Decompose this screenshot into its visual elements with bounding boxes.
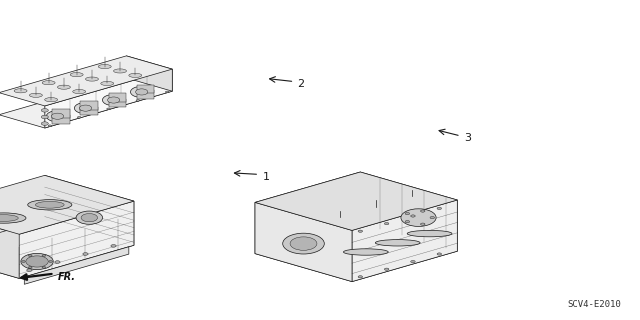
Circle shape <box>55 261 60 263</box>
Polygon shape <box>19 201 134 278</box>
Bar <box>109 99 126 108</box>
Circle shape <box>41 108 49 112</box>
Circle shape <box>136 89 148 95</box>
Circle shape <box>76 211 102 224</box>
Circle shape <box>405 212 410 215</box>
Circle shape <box>437 207 442 210</box>
Ellipse shape <box>113 69 127 73</box>
Polygon shape <box>126 56 172 91</box>
Text: 1: 1 <box>262 172 269 182</box>
Polygon shape <box>0 209 19 278</box>
Polygon shape <box>255 223 458 282</box>
Text: 2: 2 <box>298 79 305 89</box>
Ellipse shape <box>45 98 58 102</box>
Circle shape <box>27 269 32 271</box>
Bar <box>136 91 154 99</box>
Circle shape <box>51 113 64 119</box>
Ellipse shape <box>14 89 27 93</box>
Text: SCV4-E2010: SCV4-E2010 <box>567 300 621 309</box>
Ellipse shape <box>58 85 70 89</box>
Circle shape <box>48 125 52 127</box>
Circle shape <box>79 105 92 111</box>
Bar <box>81 107 99 116</box>
Circle shape <box>385 222 389 225</box>
Ellipse shape <box>375 240 420 246</box>
Circle shape <box>290 237 317 250</box>
Circle shape <box>42 267 45 268</box>
Polygon shape <box>45 175 134 245</box>
Bar <box>52 109 70 118</box>
Circle shape <box>437 253 442 255</box>
Circle shape <box>283 233 324 254</box>
Polygon shape <box>352 200 458 282</box>
Circle shape <box>108 97 120 103</box>
Circle shape <box>358 276 362 278</box>
Polygon shape <box>0 78 172 128</box>
Bar <box>52 115 70 124</box>
Circle shape <box>41 122 49 125</box>
Ellipse shape <box>86 77 99 81</box>
Circle shape <box>411 260 415 263</box>
Ellipse shape <box>100 81 114 85</box>
Polygon shape <box>360 172 458 251</box>
Circle shape <box>41 115 49 119</box>
Circle shape <box>111 244 116 247</box>
Circle shape <box>420 223 425 225</box>
Circle shape <box>21 253 53 269</box>
Ellipse shape <box>407 230 452 237</box>
Ellipse shape <box>42 81 55 85</box>
Circle shape <box>26 256 48 267</box>
Circle shape <box>42 255 45 257</box>
Circle shape <box>131 86 153 98</box>
Ellipse shape <box>73 90 86 94</box>
Text: FR.: FR. <box>58 272 76 282</box>
Circle shape <box>385 268 389 270</box>
Ellipse shape <box>0 213 26 223</box>
Circle shape <box>74 102 97 114</box>
Polygon shape <box>255 172 360 253</box>
Circle shape <box>29 267 32 268</box>
Circle shape <box>46 111 68 122</box>
Ellipse shape <box>70 73 83 77</box>
Circle shape <box>420 210 425 212</box>
Circle shape <box>136 100 140 101</box>
Ellipse shape <box>98 65 111 68</box>
Ellipse shape <box>35 202 64 208</box>
Polygon shape <box>255 172 458 230</box>
Polygon shape <box>45 69 172 128</box>
Circle shape <box>165 91 169 93</box>
Circle shape <box>83 253 88 255</box>
Circle shape <box>77 116 81 118</box>
Circle shape <box>81 213 97 222</box>
Circle shape <box>430 216 435 219</box>
Text: 3: 3 <box>464 133 471 143</box>
Ellipse shape <box>129 73 142 77</box>
Circle shape <box>49 260 52 262</box>
Polygon shape <box>255 202 352 282</box>
Polygon shape <box>0 56 172 106</box>
Circle shape <box>358 230 362 232</box>
Circle shape <box>405 220 410 223</box>
Circle shape <box>22 260 25 262</box>
Polygon shape <box>0 220 134 278</box>
Ellipse shape <box>29 93 42 97</box>
Polygon shape <box>24 247 129 284</box>
Circle shape <box>29 255 32 257</box>
Bar <box>81 101 99 109</box>
Bar <box>109 93 126 101</box>
Circle shape <box>102 94 125 106</box>
Polygon shape <box>0 175 134 234</box>
Ellipse shape <box>344 249 388 255</box>
Ellipse shape <box>28 200 72 210</box>
Circle shape <box>411 215 415 217</box>
Ellipse shape <box>0 215 19 221</box>
Bar <box>136 84 154 93</box>
Circle shape <box>107 108 110 110</box>
Circle shape <box>401 209 436 227</box>
